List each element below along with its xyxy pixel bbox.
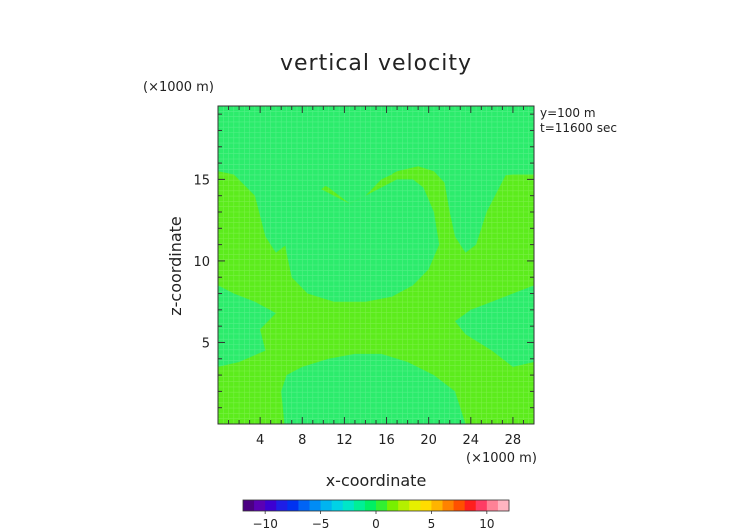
x-axis-label: x-coordinate [326, 471, 427, 490]
colorbar-swatch [309, 500, 321, 511]
background-island [275, 106, 413, 204]
x-tick-label: 28 [505, 433, 522, 448]
colorbar-swatch [376, 500, 388, 511]
x-unit-label: (×1000 m) [466, 451, 537, 466]
colorbar-swatch [486, 500, 499, 511]
x-tick-label: 20 [420, 433, 437, 448]
colorbar-swatch [320, 500, 333, 511]
colorbar-tick-label: −10 [253, 517, 278, 531]
colorbar-swatch [475, 500, 488, 511]
colorbar-swatch [331, 500, 344, 511]
colorbar-swatch [431, 500, 443, 511]
plot-area [217, 105, 535, 425]
colorbar-swatch [442, 500, 454, 511]
colorbar-swatch [409, 500, 421, 511]
colorbar-swatch [453, 500, 466, 511]
y-axis-ticks: 5 10 15 [193, 113, 534, 409]
colorbar-tick-label: 5 [428, 517, 436, 531]
y-tick-label: 5 [202, 336, 210, 351]
x-tick-label: 16 [378, 433, 395, 448]
x-tick-label: 4 [256, 433, 264, 448]
x-axis-ticks: 4 8 12 16 20 24 28 [228, 106, 524, 448]
colorbar-swatch [398, 500, 410, 511]
x-tick-label: 24 [463, 433, 480, 448]
colorbar-tick-label: 10 [479, 517, 494, 531]
colorbar-swatch [254, 500, 266, 511]
annotation-y-plane: y=100 m [540, 106, 596, 120]
x-tick-label: 12 [336, 433, 353, 448]
colorbar-swatch [497, 500, 510, 511]
colorbar-swatch [287, 500, 299, 511]
y-axis-label: z-coordinate [166, 216, 185, 316]
colorbar-tick-label: 0 [372, 517, 380, 531]
field-layer [218, 106, 534, 424]
colorbar-swatch [298, 500, 310, 511]
colorbar-swatch [276, 500, 288, 511]
colorbar-swatch [265, 500, 277, 511]
chart-title: vertical velocity [280, 51, 472, 76]
y-tick-label: 15 [193, 173, 210, 188]
colorbar-swatch [353, 500, 366, 511]
background-island [444, 106, 534, 188]
colorbar: −10 −5 0 5 10 [242, 499, 510, 531]
colorbar-swatch [342, 500, 355, 511]
background-island [281, 179, 440, 302]
colorbar-swatch [243, 500, 255, 511]
annotation-time: t=11600 sec [540, 121, 617, 135]
colorbar-swatch [387, 500, 399, 511]
colorbar-swatch [420, 500, 432, 511]
colorbar-swatch [364, 500, 377, 511]
colorbar-tick-label: −5 [312, 517, 330, 531]
y-unit-label: (×1000 m) [143, 80, 214, 95]
x-tick-label: 8 [298, 433, 306, 448]
y-tick-label: 10 [193, 255, 210, 270]
grid [218, 106, 534, 424]
colorbar-swatch [464, 500, 477, 511]
